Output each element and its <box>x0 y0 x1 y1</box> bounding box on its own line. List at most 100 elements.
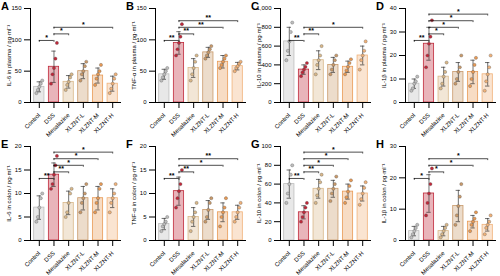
svg-text:80: 80 <box>265 162 272 168</box>
svg-text:50: 50 <box>140 68 147 74</box>
svg-text:XLZNT-H: XLZNT-H <box>218 112 240 134</box>
svg-text:XLZNT-H: XLZNT-H <box>343 250 365 272</box>
svg-text:*: * <box>82 146 85 153</box>
svg-text:Control: Control <box>273 112 291 130</box>
svg-text:TNF-α in colon / pg·ml⁻¹: TNF-α in colon / pg·ml⁻¹ <box>131 162 137 225</box>
svg-text:60: 60 <box>265 181 272 187</box>
svg-text:10: 10 <box>140 190 147 196</box>
svg-text:5: 5 <box>143 214 147 220</box>
svg-text:*: * <box>45 34 48 41</box>
svg-text:100: 100 <box>136 37 147 43</box>
svg-text:*: * <box>332 146 335 153</box>
svg-text:*: * <box>60 27 63 34</box>
svg-text:**: ** <box>169 34 175 41</box>
svg-text:20: 20 <box>140 143 147 149</box>
svg-text:Mesalazine: Mesalazine <box>295 112 321 138</box>
svg-text:IL-1β in plasma / pg·ml⁻¹: IL-1β in plasma / pg·ml⁻¹ <box>381 23 387 88</box>
svg-text:20: 20 <box>265 219 272 225</box>
svg-text:**: ** <box>44 172 50 179</box>
svg-text:XLZNT-H: XLZNT-H <box>93 112 115 134</box>
svg-text:**: ** <box>206 152 212 159</box>
svg-text:*: * <box>67 159 70 166</box>
svg-text:15: 15 <box>140 167 147 173</box>
svg-text:*: * <box>457 152 460 159</box>
svg-text:40: 40 <box>390 5 397 11</box>
svg-text:*: * <box>420 172 423 179</box>
svg-text:0: 0 <box>143 99 147 105</box>
svg-text:*: * <box>82 21 85 28</box>
svg-text:20: 20 <box>390 52 397 58</box>
svg-text:10: 10 <box>15 190 22 196</box>
svg-text:*: * <box>442 21 445 28</box>
svg-text:800: 800 <box>261 24 272 30</box>
svg-text:0: 0 <box>18 237 22 243</box>
svg-text:40: 40 <box>265 200 272 206</box>
svg-text:**: ** <box>294 34 300 41</box>
svg-text:Mesalazine: Mesalazine <box>420 112 446 138</box>
svg-text:Mesalazine: Mesalazine <box>45 112 71 138</box>
svg-text:Control: Control <box>398 250 416 268</box>
svg-text:**: ** <box>184 27 190 34</box>
svg-text:*: * <box>200 159 203 166</box>
svg-text:**: ** <box>294 172 300 179</box>
svg-text:*: * <box>435 27 438 34</box>
svg-text:150: 150 <box>11 5 22 11</box>
svg-text:Mesalazine: Mesalazine <box>45 250 71 276</box>
svg-text:XLZNT-H: XLZNT-H <box>468 112 490 134</box>
svg-text:**: ** <box>59 165 65 172</box>
svg-text:100: 100 <box>261 143 272 149</box>
svg-text:*: * <box>457 8 460 15</box>
svg-text:*: * <box>450 159 453 166</box>
svg-text:**: ** <box>309 27 315 34</box>
svg-text:10: 10 <box>390 76 397 82</box>
svg-text:XLZNT-H: XLZNT-H <box>218 250 240 272</box>
svg-text:Control: Control <box>398 112 416 130</box>
svg-text:TNF-α in plasma / pg·ml⁻¹: TNF-α in plasma / pg·ml⁻¹ <box>131 21 137 89</box>
svg-text:0: 0 <box>18 99 22 105</box>
svg-text:IL-6 in colon / pg·ml⁻¹: IL-6 in colon / pg·ml⁻¹ <box>6 165 12 222</box>
svg-text:Control: Control <box>148 250 166 268</box>
svg-text:*: * <box>435 165 438 172</box>
svg-text:200: 200 <box>261 81 272 87</box>
svg-text:0: 0 <box>393 237 397 243</box>
svg-text:*: * <box>317 159 320 166</box>
svg-text:10: 10 <box>390 206 397 212</box>
svg-text:**: ** <box>184 165 190 172</box>
svg-text:*: * <box>332 21 335 28</box>
svg-text:0: 0 <box>268 237 272 243</box>
svg-text:100: 100 <box>11 37 22 43</box>
svg-text:30: 30 <box>390 29 397 35</box>
svg-text:XLZNT-H: XLZNT-H <box>93 250 115 272</box>
svg-text:**: ** <box>169 172 175 179</box>
svg-text:30: 30 <box>390 143 397 149</box>
svg-text:Control: Control <box>273 250 291 268</box>
svg-text:50: 50 <box>15 68 22 74</box>
svg-text:*: * <box>450 14 453 21</box>
svg-text:20: 20 <box>390 175 397 181</box>
svg-text:400: 400 <box>261 62 272 68</box>
svg-text:XLZNT-H: XLZNT-H <box>343 112 365 134</box>
svg-text:5: 5 <box>18 214 22 220</box>
svg-text:IL-10 in colon / pg·ml⁻¹: IL-10 in colon / pg·ml⁻¹ <box>256 163 262 223</box>
svg-text:Control: Control <box>148 112 166 130</box>
svg-text:**: ** <box>198 21 204 28</box>
svg-text:Control: Control <box>23 250 41 268</box>
svg-text:Control: Control <box>23 112 41 130</box>
svg-text:IL-6 in plasma / pg·ml⁻¹: IL-6 in plasma / pg·ml⁻¹ <box>6 25 12 87</box>
svg-text:150: 150 <box>136 5 147 11</box>
svg-text:*: * <box>325 152 328 159</box>
svg-text:XLZNT-H: XLZNT-H <box>468 250 490 272</box>
svg-text:0: 0 <box>143 237 147 243</box>
svg-text:IL-10 in plasma / pg·ml⁻¹: IL-10 in plasma / pg·ml⁻¹ <box>256 23 262 88</box>
svg-text:**: ** <box>419 34 425 41</box>
svg-text:IL-1β in colon / pg·ml⁻¹: IL-1β in colon / pg·ml⁻¹ <box>381 163 387 223</box>
svg-text:0: 0 <box>268 99 272 105</box>
svg-text:Mesalazine: Mesalazine <box>170 112 196 138</box>
svg-text:20: 20 <box>15 143 22 149</box>
svg-text:600: 600 <box>261 43 272 49</box>
svg-text:**: ** <box>309 165 315 172</box>
svg-text:15: 15 <box>15 167 22 173</box>
svg-text:*: * <box>75 152 78 159</box>
svg-text:0: 0 <box>393 99 397 105</box>
svg-text:**: ** <box>206 14 212 21</box>
